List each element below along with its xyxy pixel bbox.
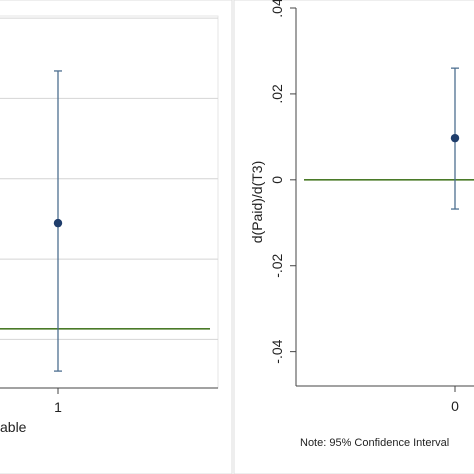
left-plot-frame	[0, 15, 219, 389]
right-y-axis-title: d(Paid)/d(T3)	[249, 161, 265, 243]
left-x-tick-label: 1	[54, 399, 62, 415]
left-gridlines	[0, 17, 218, 340]
right-point-estimate	[450, 133, 460, 143]
right-y-tick-label: -.04	[269, 339, 285, 363]
left-data-marks	[53, 70, 63, 372]
right-panel-border	[233, 0, 474, 474]
right-data-marks	[450, 67, 460, 210]
right-y-ticks: -.04 -.02 0 .02 .04	[269, 0, 296, 364]
left-panel-border	[0, 0, 233, 474]
right-x-tick-label: 0	[451, 398, 459, 414]
left-point-estimate	[53, 218, 63, 228]
right-y-tick-label: 0	[269, 176, 285, 184]
left-chart-panel: 1 able	[0, 0, 233, 474]
right-plot-frame	[296, 8, 474, 386]
right-note: Note: 95% Confidence Interval	[300, 437, 449, 449]
left-x-axis-title: able	[0, 419, 27, 435]
right-y-tick-label: -.02	[269, 253, 285, 277]
right-y-tick-label: .04	[269, 0, 285, 18]
right-y-tick-label: .02	[269, 84, 285, 104]
right-chart-panel: -.04 -.02 0 .02 .04 0 d(Paid)/d(T3) Note: 95…	[233, 0, 474, 474]
